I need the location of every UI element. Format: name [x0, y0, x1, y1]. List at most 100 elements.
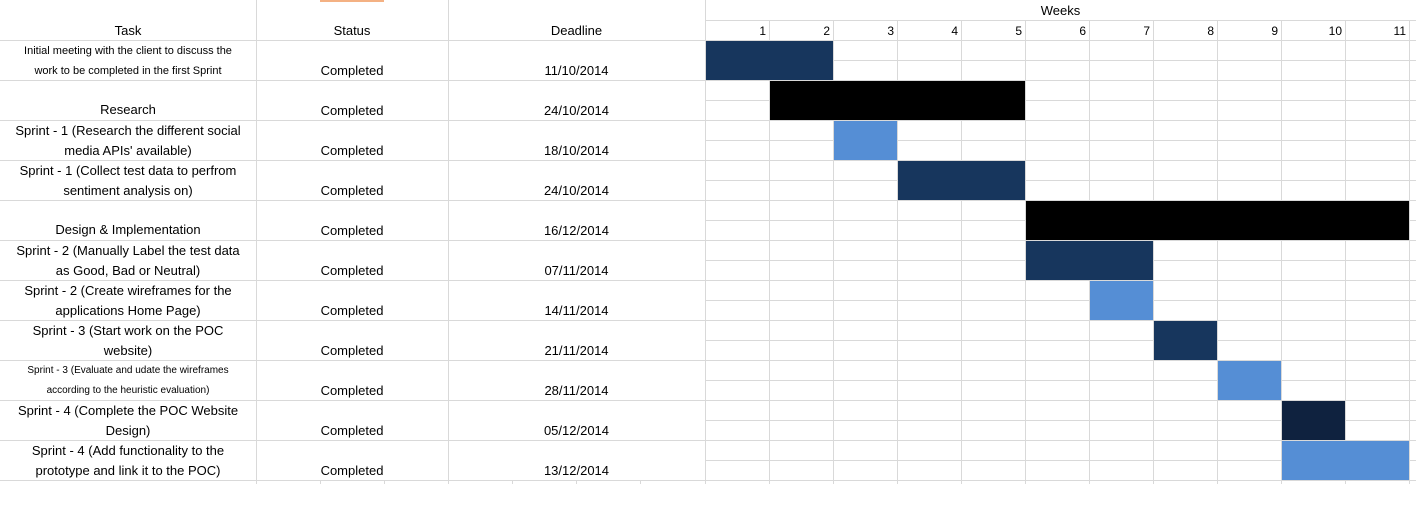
- half-row-divider: [705, 380, 1416, 381]
- header-weeks: Weeks: [1040, 3, 1081, 18]
- deadline-cell: 24/10/2014: [543, 103, 610, 118]
- week-number-6: 6: [1079, 24, 1086, 38]
- status-cell: Completed: [320, 63, 384, 78]
- row-divider: [0, 80, 705, 81]
- status-cell: Completed: [320, 463, 384, 478]
- task-cell: Research: [100, 102, 156, 117]
- week-number-7: 7: [1143, 24, 1150, 38]
- half-row-divider: [705, 100, 1416, 101]
- week-divider: [1217, 20, 1218, 484]
- status-cell: Completed: [320, 143, 384, 158]
- half-row-divider: [705, 300, 1416, 301]
- half-row-divider: [705, 480, 1416, 481]
- row-divider: [0, 120, 705, 121]
- gantt-bar: [834, 121, 897, 160]
- half-row-divider: [705, 180, 1416, 181]
- week-number-1: 1: [759, 24, 766, 38]
- deadline-cell: 05/12/2014: [543, 423, 610, 438]
- gantt-bar: [1282, 401, 1345, 440]
- task-cell: Sprint - 2 (Create wireframes for the ap…: [24, 283, 232, 318]
- half-row-divider: [705, 400, 1416, 401]
- week-divider: [961, 20, 962, 484]
- selected-column-marker: [320, 0, 384, 2]
- week-number-8: 8: [1207, 24, 1214, 38]
- task-cell: Sprint - 1 (Collect test data to perfrom…: [19, 163, 237, 198]
- row-divider: [0, 200, 705, 201]
- deadline-cell: 18/10/2014: [543, 143, 610, 158]
- deadline-cell: 28/11/2014: [544, 383, 609, 398]
- sub-column-divider: [512, 480, 513, 484]
- header-status: Status: [333, 23, 371, 38]
- half-row-divider: [705, 40, 1416, 41]
- task-cell: Sprint - 3 (Evaluate and udate the wiref…: [27, 365, 229, 396]
- row-divider: [0, 160, 705, 161]
- column-divider: [448, 0, 449, 484]
- week-number-9: 9: [1271, 24, 1278, 38]
- week-divider: [1345, 20, 1346, 484]
- half-row-divider: [705, 200, 1416, 201]
- week-divider: [833, 20, 834, 484]
- week-divider: [897, 20, 898, 484]
- status-cell: Completed: [320, 423, 384, 438]
- row-divider: [0, 440, 705, 441]
- sub-column-divider: [576, 480, 577, 484]
- half-row-divider: [705, 440, 1416, 441]
- half-row-divider: [705, 60, 1416, 61]
- week-number-5: 5: [1015, 24, 1022, 38]
- half-row-divider: [705, 280, 1416, 281]
- gantt-bar: [1090, 281, 1153, 320]
- gantt-bar: [770, 81, 1025, 120]
- task-cell: Sprint - 1 (Research the different socia…: [15, 123, 241, 158]
- deadline-cell: 11/10/2014: [544, 63, 609, 78]
- row-divider: [0, 240, 705, 241]
- gantt-bar: [1026, 241, 1153, 280]
- deadline-cell: 24/10/2014: [543, 183, 610, 198]
- gantt-bar: [1218, 361, 1281, 400]
- half-row-divider: [705, 140, 1416, 141]
- row-divider: [705, 20, 1416, 21]
- week-divider: [1025, 20, 1026, 484]
- row-divider: [0, 400, 705, 401]
- week-divider: [1409, 20, 1410, 484]
- week-number-4: 4: [951, 24, 958, 38]
- half-row-divider: [705, 460, 1416, 461]
- sub-column-divider: [640, 480, 641, 484]
- half-row-divider: [705, 340, 1416, 341]
- task-cell: Initial meeting with the client to discu…: [24, 45, 232, 77]
- column-divider: [256, 0, 257, 484]
- status-cell: Completed: [320, 263, 384, 278]
- half-row-divider: [705, 160, 1416, 161]
- gantt-bar: [1154, 321, 1217, 360]
- row-divider: [0, 360, 705, 361]
- half-row-divider: [705, 120, 1416, 121]
- week-divider: [769, 20, 770, 484]
- deadline-cell: 21/11/2014: [544, 343, 609, 358]
- row-divider: [0, 320, 705, 321]
- week-number-11: 11: [1393, 24, 1406, 38]
- task-cell: Sprint - 3 (Start work on the POC websit…: [32, 323, 224, 358]
- half-row-divider: [705, 240, 1416, 241]
- sub-column-divider: [384, 480, 385, 484]
- status-cell: Completed: [320, 343, 384, 358]
- header-deadline: Deadline: [550, 23, 603, 38]
- week-divider: [1153, 20, 1154, 484]
- half-row-divider: [705, 320, 1416, 321]
- task-cell: Design & Implementation: [55, 222, 201, 237]
- half-row-divider: [705, 80, 1416, 81]
- status-cell: Completed: [320, 303, 384, 318]
- week-divider: [1281, 20, 1282, 484]
- half-row-divider: [705, 360, 1416, 361]
- week-number-2: 2: [823, 24, 830, 38]
- deadline-cell: 07/11/2014: [544, 263, 609, 278]
- row-divider: [0, 40, 705, 41]
- gantt-bar: [1026, 201, 1409, 240]
- deadline-cell: 13/12/2014: [543, 463, 610, 478]
- deadline-cell: 16/12/2014: [543, 223, 610, 238]
- gantt-bar: [706, 41, 833, 80]
- sub-column-divider: [320, 480, 321, 484]
- half-row-divider: [705, 420, 1416, 421]
- column-divider: [705, 0, 706, 484]
- status-cell: Completed: [320, 383, 384, 398]
- header-task: Task: [114, 23, 142, 38]
